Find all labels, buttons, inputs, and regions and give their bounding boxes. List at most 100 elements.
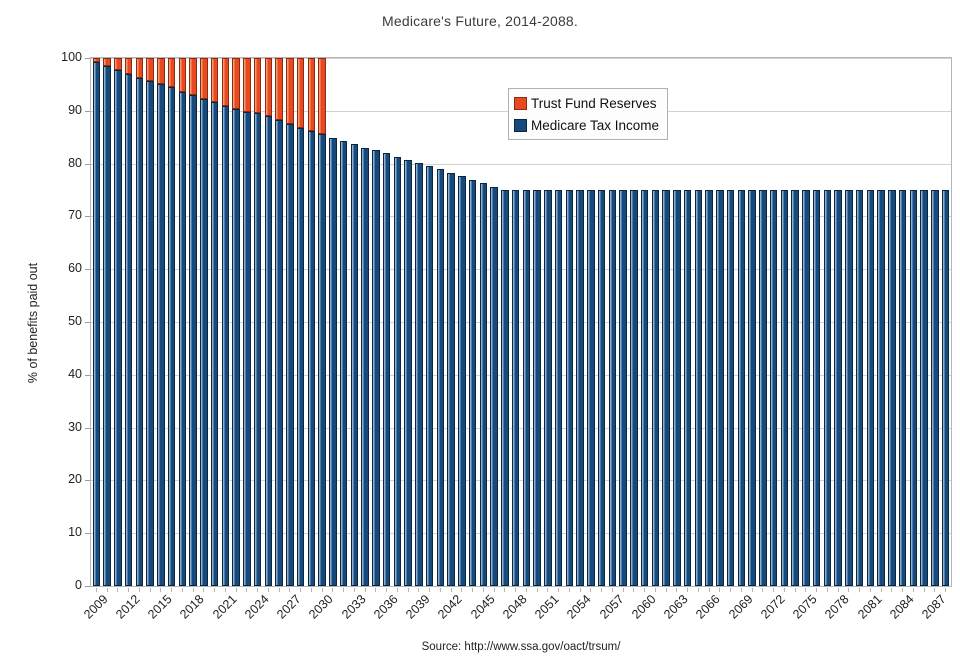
bar-2010: [103, 58, 111, 586]
x-tick: [665, 588, 667, 592]
bar-segment-tax-income: [253, 113, 262, 586]
bar-2026: [275, 58, 283, 586]
bar-segment-tax-income: [888, 190, 896, 586]
x-tick: [128, 588, 130, 592]
x-tick: [493, 588, 495, 592]
bar-segment-tax-income: [941, 190, 950, 586]
bar-2075: [802, 58, 810, 586]
bar-2023: [243, 58, 251, 586]
bar-segment-tax-income: [608, 190, 617, 586]
x-tick: [353, 588, 355, 592]
bar-2017: [178, 58, 187, 586]
bar-2048: [511, 58, 520, 586]
bar-segment-tax-income: [103, 65, 111, 586]
x-tick: [160, 588, 162, 592]
bar-2061: [651, 58, 660, 586]
bar-segment-tax-income: [866, 190, 875, 586]
bar-segment-tax-income: [436, 169, 445, 586]
x-tick: [837, 588, 839, 592]
bar-segment-tax-income: [931, 190, 939, 586]
bar-segment-tax-income: [350, 144, 359, 586]
bar-segment-tax-income: [619, 190, 627, 586]
x-tick: [923, 588, 925, 592]
x-tick: [300, 588, 302, 592]
bar-segment-tax-income: [479, 183, 488, 586]
bar-segment-tax-income: [576, 190, 584, 586]
x-tick: [622, 588, 624, 592]
x-tick: [429, 588, 431, 592]
bar-segment-tax-income: [415, 162, 423, 586]
bar-segment-tax-income: [791, 190, 799, 586]
bar-segment-trust-fund: [157, 58, 165, 84]
y-tick: [85, 58, 90, 59]
bar-2043: [458, 58, 466, 586]
y-tick: [85, 216, 90, 218]
bar-segment-tax-income: [780, 190, 789, 586]
y-tick-label: 60: [68, 261, 82, 276]
x-tick: [257, 588, 259, 592]
x-tick: [504, 588, 506, 592]
bar-segment-tax-income: [361, 147, 369, 586]
bar-segment-tax-income: [716, 190, 724, 586]
bar-2060: [640, 58, 649, 586]
x-tick: [773, 588, 775, 592]
bar-segment-trust-fund: [307, 58, 316, 131]
x-tick: [794, 588, 796, 592]
y-tick-label: 40: [68, 366, 82, 381]
legend-swatch-icon: [514, 118, 527, 132]
bar-2031: [329, 58, 337, 586]
bar-2009: [92, 58, 101, 586]
y-tick: [85, 374, 90, 376]
x-tick: [235, 588, 237, 592]
bar-2046: [490, 58, 498, 586]
bar-segment-trust-fund: [275, 58, 283, 121]
legend-swatch-icon: [514, 96, 527, 110]
bar-segment-trust-fund: [124, 58, 133, 75]
bar-2013: [135, 58, 144, 586]
legend-item: Medicare Tax Income: [514, 114, 659, 136]
bar-segment-trust-fund: [178, 58, 187, 93]
bar-2012: [124, 58, 133, 586]
bar-2014: [146, 58, 154, 586]
bar-2034: [361, 58, 369, 586]
bar-segment-trust-fund: [92, 58, 101, 62]
x-tick: [708, 588, 710, 592]
bar-2011: [114, 58, 122, 586]
bar-2045: [479, 58, 488, 586]
x-tick: [826, 588, 828, 592]
x-tick-label: 2051: [532, 592, 562, 622]
bar-segment-tax-income: [339, 141, 348, 586]
x-tick: [386, 588, 388, 592]
bar-2074: [791, 58, 799, 586]
bar-segment-tax-income: [146, 81, 154, 586]
bar-segment-tax-income: [640, 190, 649, 586]
bar-segment-trust-fund: [189, 58, 197, 95]
bar-segment-tax-income: [372, 150, 380, 586]
bar-2050: [533, 58, 541, 586]
bar-segment-tax-income: [307, 130, 316, 586]
bar-segment-tax-income: [286, 124, 294, 586]
bar-2058: [619, 58, 627, 586]
x-tick: [859, 588, 861, 592]
x-tick: [945, 588, 947, 592]
y-tick-label: 10: [68, 525, 82, 540]
chart-title: Medicare's Future, 2014-2088.: [381, 13, 579, 29]
x-tick: [579, 588, 581, 592]
x-tick: [472, 588, 474, 592]
x-tick: [192, 588, 194, 592]
x-tick-label: 2027: [274, 592, 304, 622]
x-tick: [740, 588, 742, 592]
bar-segment-tax-income: [554, 190, 563, 586]
bar-2020: [210, 58, 219, 586]
gridline: [91, 427, 951, 429]
y-tick: [85, 533, 90, 535]
bar-2085: [909, 58, 918, 586]
legend: Trust Fund Reserves Medicare Tax Income: [508, 88, 669, 140]
x-tick: [343, 588, 345, 592]
x-tick: [751, 588, 753, 592]
bar-segment-tax-income: [490, 186, 498, 586]
bar-segment-tax-income: [597, 190, 606, 586]
bar-segment-trust-fund: [232, 58, 240, 110]
x-tick: [289, 588, 291, 592]
x-tick-label: 2039: [403, 592, 433, 622]
